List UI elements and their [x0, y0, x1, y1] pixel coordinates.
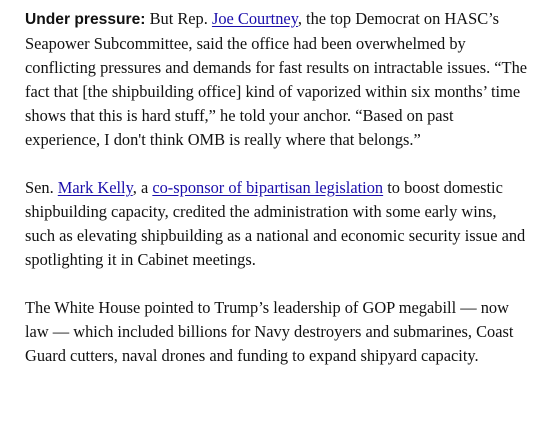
article-body: Under pressure: But Rep. Joe Courtney, t…	[25, 7, 530, 392]
link-joe-courtney[interactable]: Joe Courtney	[211, 9, 298, 28]
paragraph-text: Sen.	[25, 178, 58, 197]
paragraph-white-house: The White House pointed to Trump’s leade…	[25, 296, 530, 368]
paragraph-text: The White House pointed to Trump’s leade…	[25, 298, 514, 365]
paragraph-mark-kelly: Sen. Mark Kelly, a co-sponsor of biparti…	[25, 176, 530, 272]
link-bipartisan-legislation[interactable]: co-sponsor of bipartisan legislation	[152, 178, 384, 197]
paragraph-text: , the top Democrat on HASC’s Seapower Su…	[25, 9, 528, 149]
link-mark-kelly[interactable]: Mark Kelly	[57, 178, 133, 197]
paragraph-text: to boost domestic shipbuilding capacity,…	[25, 178, 526, 269]
paragraph-text: But Rep.	[145, 9, 212, 28]
paragraph-under-pressure: Under pressure: But Rep. Joe Courtney, t…	[25, 7, 530, 152]
paragraph-text: , a	[132, 178, 153, 197]
lead-in-label: Under pressure:	[25, 11, 146, 28]
